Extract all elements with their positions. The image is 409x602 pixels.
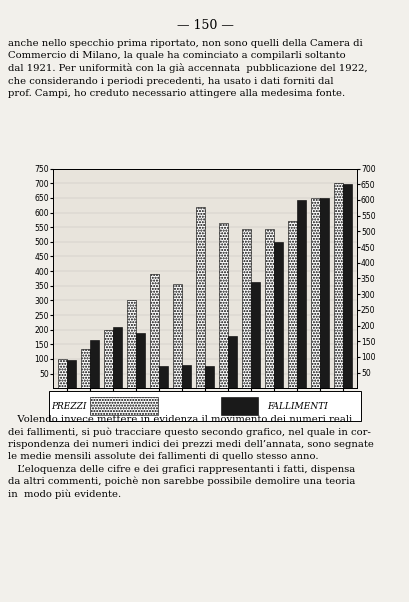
Bar [310,198,319,388]
Text: PREZZI: PREZZI [51,402,86,411]
Bar [182,365,190,388]
Text: — 150 —: — 150 — [176,19,233,32]
Bar [296,200,305,388]
Bar [204,366,213,388]
Bar [104,330,113,388]
Text: anche nello specchio prima riportato, non sono quelli della Camera di
Commercio : anche nello specchio prima riportato, no… [8,39,367,98]
Bar [227,337,236,388]
Bar [150,274,159,388]
Text: FALLIMENTI: FALLIMENTI [267,402,327,411]
Bar [58,359,67,388]
FancyBboxPatch shape [90,397,158,415]
Text: Volendo invece mettere in evidenza il movimento dei numeri reali
dei fallimenti,: Volendo invece mettere in evidenza il mo… [8,415,373,499]
Bar [159,366,167,388]
Bar [333,183,342,388]
Bar [81,349,90,388]
FancyBboxPatch shape [49,391,360,421]
Bar [273,243,282,388]
Bar [319,199,328,388]
Bar [265,229,273,388]
Bar [113,327,121,388]
Bar [196,206,204,388]
Bar [242,229,250,388]
Bar [219,223,227,388]
Bar [342,184,351,388]
Bar [250,282,259,388]
Bar [67,360,76,388]
Bar [173,284,182,388]
Bar [136,334,144,388]
Bar [288,222,296,388]
Bar [90,340,99,388]
Bar [127,300,136,388]
FancyBboxPatch shape [220,397,257,415]
